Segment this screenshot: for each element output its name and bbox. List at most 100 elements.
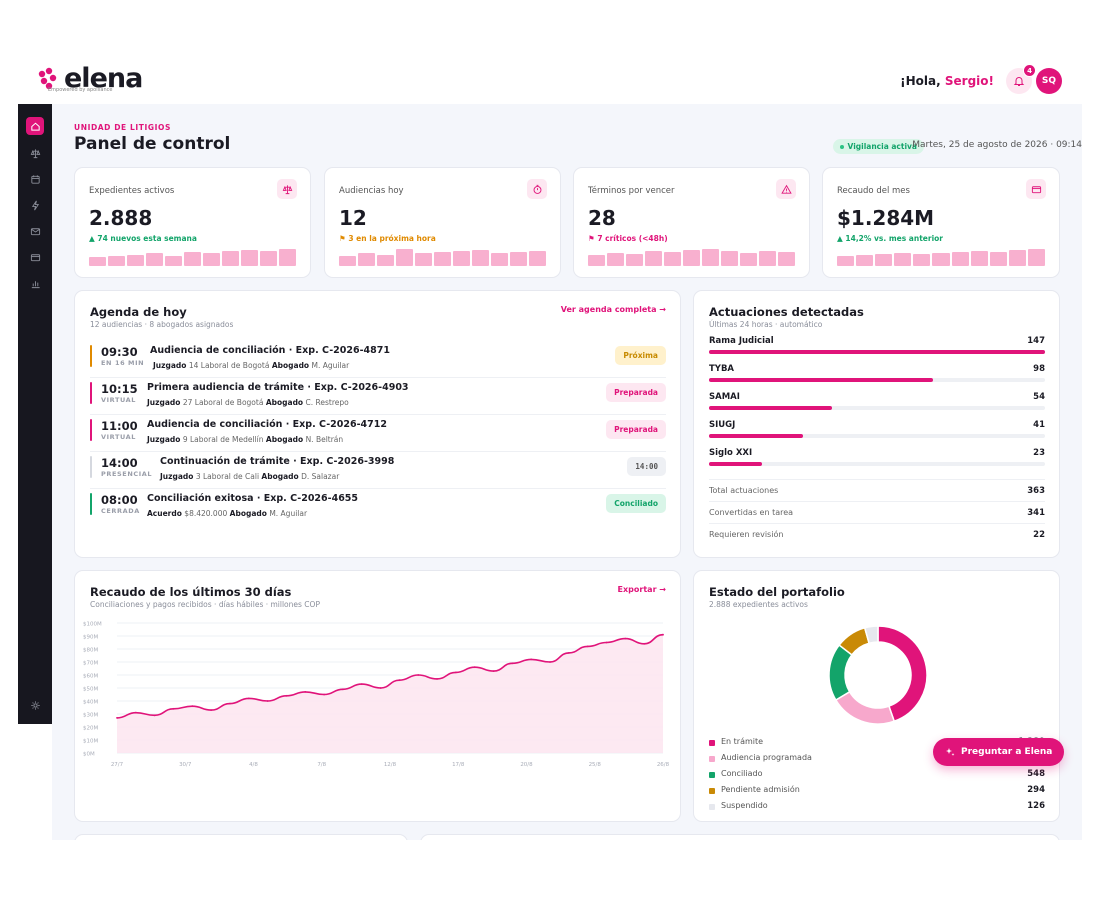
kpi-spark-bar: [778, 251, 795, 266]
source-bar-track: [709, 378, 1045, 382]
agenda-item-value: M. Aguilar: [311, 361, 350, 370]
agenda-item-key: Abogado: [229, 509, 267, 518]
agenda-item-title: Primera audiencia de trámite · Exp. C-20…: [147, 382, 409, 393]
y-tick-label: $30M: [83, 713, 98, 719]
kpi-spark-bar: [626, 254, 643, 266]
agenda-status-badge: Conciliado: [606, 494, 666, 513]
agenda-item-time: 08:00: [101, 493, 138, 507]
kpi-trend: ⚑ 7 críticos (<48h): [588, 234, 668, 243]
agenda-status-badge: 14:00: [627, 457, 666, 476]
source-row[interactable]: TYBA 98: [709, 364, 1045, 390]
portafolio-donut-chart: [828, 625, 928, 725]
kpi-spark-bar: [279, 248, 296, 266]
sidebar-item-cases[interactable]: [26, 144, 44, 162]
kpi-card-recaudo[interactable]: Recaudo del mes $1.284M ▲ 14,2% vs. mes …: [822, 167, 1060, 278]
source-row[interactable]: SAMAI 54: [709, 392, 1045, 418]
source-row[interactable]: Siglo XXI 23: [709, 448, 1045, 474]
donut-slice: [828, 644, 853, 702]
sidebar-settings[interactable]: [26, 696, 44, 714]
source-bar-track: [709, 406, 1045, 410]
kpi-spark-bar: [932, 252, 950, 266]
notifications-button[interactable]: 4: [1006, 64, 1036, 94]
portafolio-subtitle: 2.888 expedientes activos: [709, 600, 808, 609]
legend-swatch: [709, 788, 715, 794]
kpi-label: Expedientes activos: [89, 186, 175, 196]
kpi-card-terminos[interactable]: Términos por vencer 28 ⚑ 7 críticos (<48…: [573, 167, 810, 278]
kpi-card-audiencias[interactable]: Audiencias hoy 12 ⚑ 3 en la próxima hora: [324, 167, 561, 278]
source-row[interactable]: Rama Judicial 147: [709, 336, 1045, 362]
donut-slice: [834, 690, 896, 725]
kpi-spark-bar: [759, 250, 776, 266]
export-link[interactable]: Exportar →: [617, 585, 666, 594]
main-content: UNIDAD DE LITIGIOS Panel de control Vigi…: [52, 104, 1082, 840]
ask-elena-button[interactable]: Preguntar a Elena: [933, 738, 1065, 766]
agenda-item-key: Abogado: [271, 361, 310, 370]
kpi-trend: ⚑ 3 en la próxima hora: [339, 234, 436, 243]
kpi-spark-bar: [588, 255, 605, 266]
status-badge: Vigilancia activa: [832, 139, 924, 154]
calendar-icon: [30, 174, 40, 184]
agenda-item[interactable]: 10:15 VIRTUAL Primera audiencia de trámi…: [90, 378, 666, 415]
agenda-item-key: Juzgado: [147, 435, 181, 444]
data-point: [360, 683, 363, 685]
kpi-spark-bar: [664, 251, 681, 266]
recaudo-subtitle: Conciliaciones y pagos recibidos · días …: [90, 600, 320, 609]
sidebar-item-home[interactable]: [26, 117, 44, 135]
x-tick-label: 17/8: [452, 762, 465, 768]
agenda-item-key: Acuerdo: [147, 509, 182, 518]
agenda-item[interactable]: 11:00 VIRTUAL Audiencia de conciliación …: [90, 415, 666, 452]
gear-icon: [30, 700, 40, 710]
y-tick-label: $40M: [83, 700, 98, 706]
total-row: Convertidas en tarea 341: [709, 501, 1045, 523]
kpi-spark-bar: [472, 249, 489, 266]
kpi-spark-bar: [1008, 249, 1026, 266]
x-tick-label: 30/7: [179, 762, 192, 768]
kpi-card-expedientes[interactable]: Expedientes activos 2.888 ▲ 74 nuevos es…: [74, 167, 311, 278]
legend-label: En trámite: [721, 737, 764, 746]
agenda-item[interactable]: 14:00 PRESENCIAL Continuación de trámite…: [90, 452, 666, 489]
kpi-spark-bar: [415, 253, 432, 266]
logo[interactable]: elena: [36, 65, 143, 92]
legend-row[interactable]: Pendiente admisión 294: [709, 785, 1045, 800]
data-point: [191, 705, 194, 708]
agenda-item-value: 9 Laboral de Medellín: [182, 435, 264, 444]
agenda-item-value: N. Beltrán: [305, 435, 344, 444]
current-date: Martes, 25 de agosto de 2026 · 09:14: [912, 140, 1082, 150]
source-bar-fill: [709, 434, 803, 438]
agenda-item[interactable]: 08:00 CERRADA Conciliación exitosa · Exp…: [90, 489, 666, 526]
sidebar-item-reports[interactable]: [26, 274, 44, 292]
data-point: [662, 633, 664, 636]
data-point: [247, 697, 250, 700]
data-point: [549, 661, 551, 663]
sparkle-icon: [946, 748, 955, 756]
source-row[interactable]: SIUGJ 41: [709, 420, 1045, 446]
kpi-sparkbars: [837, 248, 1046, 266]
y-tick-label: $50M: [83, 687, 98, 693]
agenda-item-title: Continuación de trámite · Exp. C-2026-39…: [160, 456, 395, 467]
total-row: Total actuaciones 363: [709, 479, 1045, 501]
agenda-item-time: 11:00: [101, 419, 138, 433]
legend-label: Conciliado: [721, 769, 763, 778]
card-icon: [1031, 185, 1041, 193]
page-title: Panel de control: [74, 134, 231, 154]
sidebar-item-calendar[interactable]: [26, 170, 44, 188]
agenda-item[interactable]: 09:30 EN 16 MIN Audiencia de conciliació…: [90, 341, 666, 378]
agenda-item-key: Abogado: [265, 398, 304, 407]
agenda-item-accent: [90, 493, 92, 515]
legend-row[interactable]: Conciliado 548: [709, 769, 1045, 784]
data-point: [379, 687, 382, 689]
sidebar-item-payments[interactable]: [26, 248, 44, 266]
sidebar: [18, 104, 52, 724]
source-count: 147: [1027, 336, 1045, 346]
sidebar-item-messages[interactable]: [26, 222, 44, 240]
kpi-icon-wrap: [527, 179, 547, 199]
legend-row[interactable]: Suspendido 126: [709, 801, 1045, 816]
sidebar-item-activity[interactable]: [26, 196, 44, 214]
data-point: [342, 688, 344, 691]
agenda-item-detail: Acuerdo $8.420.000 Abogado M. Aguilar: [147, 509, 307, 518]
view-full-agenda-link[interactable]: Ver agenda completa →: [560, 305, 666, 314]
agenda-item-title: Audiencia de conciliación · Exp. C-2026-…: [150, 345, 390, 356]
avatar[interactable]: SQ: [1036, 68, 1062, 94]
kpi-spark-bar: [339, 256, 356, 266]
kpi-spark-bar: [127, 255, 144, 266]
